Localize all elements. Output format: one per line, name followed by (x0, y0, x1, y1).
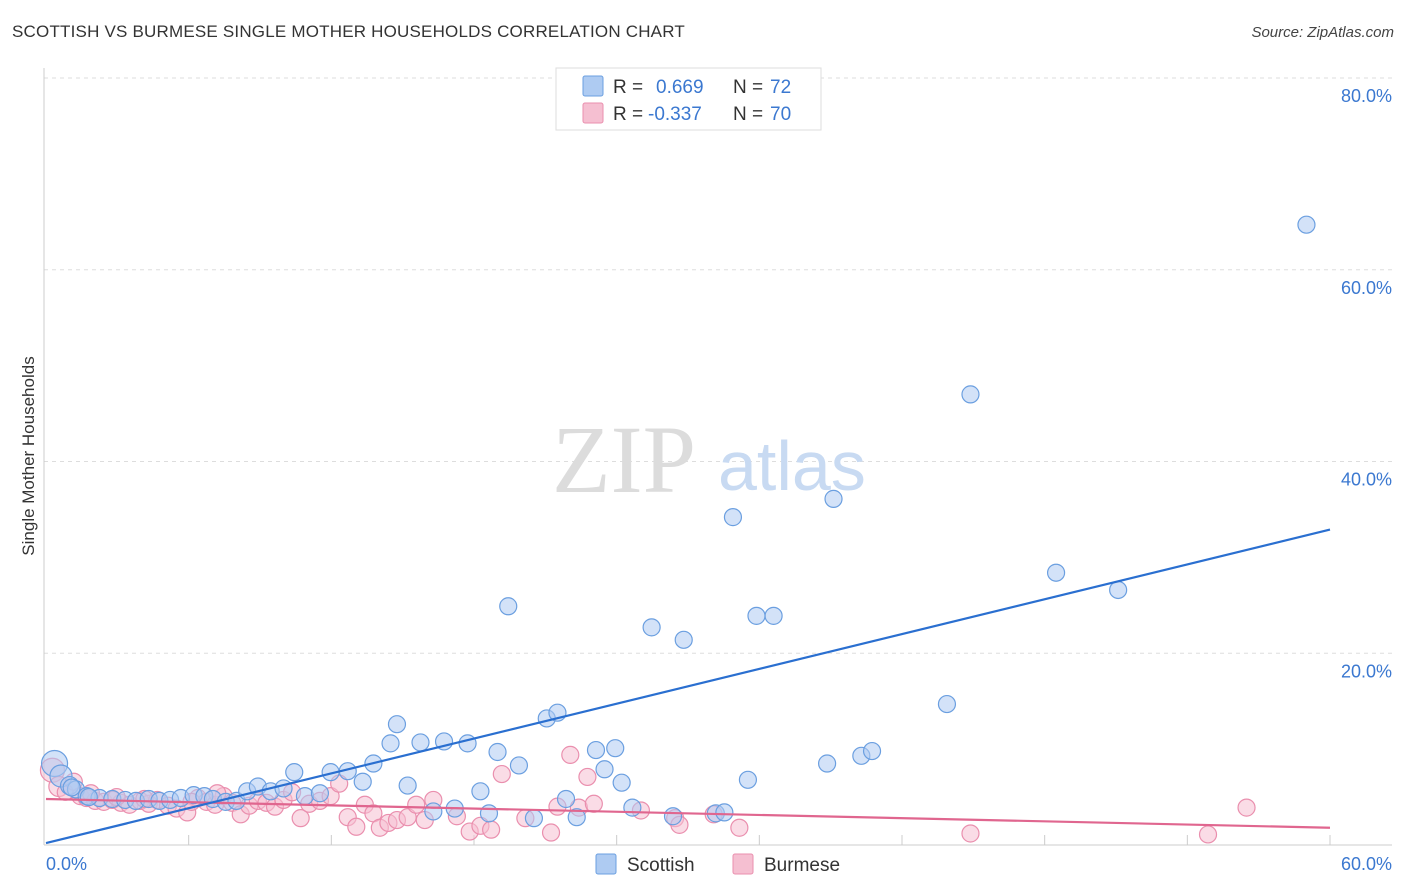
x-tick-label-min: 0.0% (46, 854, 87, 874)
scottish-point (738, 770, 758, 789)
y-tick-label-60: 60.0% (1341, 278, 1392, 298)
scottish-point (1109, 580, 1128, 600)
scottish-point (499, 597, 518, 616)
legend-swatch-scottish (582, 75, 604, 97)
burmese-point (291, 809, 310, 828)
scottish-point (79, 787, 98, 807)
scottish-point (424, 802, 443, 821)
burmese-trend-line (45, 797, 1331, 829)
scottish-point (488, 742, 507, 762)
scottish-point (62, 778, 81, 797)
scottish-point (1297, 215, 1316, 234)
y-tick-labels: 20.0% 40.0% 60.0% 80.0% (1341, 86, 1392, 681)
chart-title: SCOTTISH VS BURMESE SINGLE MOTHER HOUSEH… (12, 22, 685, 41)
source-label: Source: ZipAtlas.com (1251, 24, 1394, 41)
bottom-legend-swatch-burmese (732, 853, 754, 875)
legend-r-value-burmese: -0.337 (648, 104, 702, 125)
x-tick-label-max: 60.0% (1341, 854, 1392, 874)
legend-n-label-burmese: N = (733, 104, 763, 125)
scottish-point (285, 763, 304, 782)
burmese-point (561, 745, 580, 764)
burmese-point (347, 817, 366, 836)
y-axis-label: Single Mother Households (19, 356, 38, 555)
burmese-point (492, 764, 511, 784)
scottish-point (458, 734, 477, 753)
scottish-point (387, 715, 407, 734)
scottish-point (1046, 563, 1066, 582)
scottish-point (747, 606, 766, 625)
scottish-point (381, 734, 400, 753)
y-tick-label-40: 40.0% (1341, 470, 1392, 490)
legend-r-label-burmese: R = (613, 104, 643, 125)
scottish-trend-line (45, 528, 1331, 845)
scottish-series (40, 215, 1316, 828)
scottish-point (623, 798, 642, 817)
burmese-point (407, 795, 426, 814)
gridlines (44, 77, 1392, 654)
y-tick-label-20: 20.0% (1341, 661, 1392, 681)
bottom-legend-label-burmese: Burmese (764, 855, 840, 876)
scottish-point (353, 772, 372, 791)
burmese-point (482, 820, 501, 839)
scottish-point (723, 508, 743, 527)
scottish-point (398, 776, 417, 795)
scottish-point (663, 807, 683, 826)
scottish-point (817, 754, 837, 773)
scottish-point (862, 741, 882, 761)
bottom-legend: Scottish Burmese (595, 853, 840, 876)
legend-r-value-scottish: 0.669 (656, 77, 704, 98)
x-tick-marks (188, 835, 1331, 845)
bottom-legend-swatch-scottish (595, 853, 617, 875)
scottish-point (595, 760, 614, 779)
burmese-point (584, 794, 603, 813)
burmese-point (961, 824, 980, 843)
scottish-point (509, 756, 529, 775)
scottish-point (824, 489, 843, 508)
watermark-zip: ZIP (552, 406, 696, 513)
scottish-point (567, 808, 586, 827)
burmese-point (730, 818, 749, 837)
burmese-point (1237, 798, 1256, 817)
legend-n-value-scottish: 72 (770, 77, 791, 98)
scottish-point (764, 606, 783, 625)
legend-swatch-burmese (582, 102, 604, 124)
burmese-point (541, 823, 561, 842)
scottish-point (471, 782, 490, 801)
scottish-point (642, 618, 661, 637)
bottom-legend-label-scottish: Scottish (627, 855, 695, 876)
scottish-point (606, 739, 625, 758)
scottish-point (961, 385, 980, 404)
scottish-point (612, 773, 631, 792)
watermark-atlas: atlas (718, 427, 866, 505)
scottish-point (310, 784, 330, 803)
scottish-point (274, 779, 293, 798)
legend-n-value-burmese: 70 (770, 104, 791, 125)
scottish-point (674, 630, 693, 649)
scottish-point (479, 804, 499, 823)
scottish-point (556, 789, 576, 809)
scottish-point (715, 803, 734, 822)
scottish-point (937, 694, 957, 714)
burmese-point (578, 767, 597, 787)
legend-n-label-scottish: N = (733, 77, 763, 98)
y-tick-label-80: 80.0% (1341, 86, 1392, 106)
scottish-point (411, 733, 430, 752)
legend-box: R = 0.669 N = 72 R = -0.337 N = 70 (555, 67, 822, 131)
scottish-point (524, 809, 544, 828)
scottish-point (295, 787, 315, 806)
scottish-point (586, 740, 606, 760)
burmese-point (1198, 825, 1218, 844)
legend-r-label-scottish: R = (613, 77, 643, 98)
